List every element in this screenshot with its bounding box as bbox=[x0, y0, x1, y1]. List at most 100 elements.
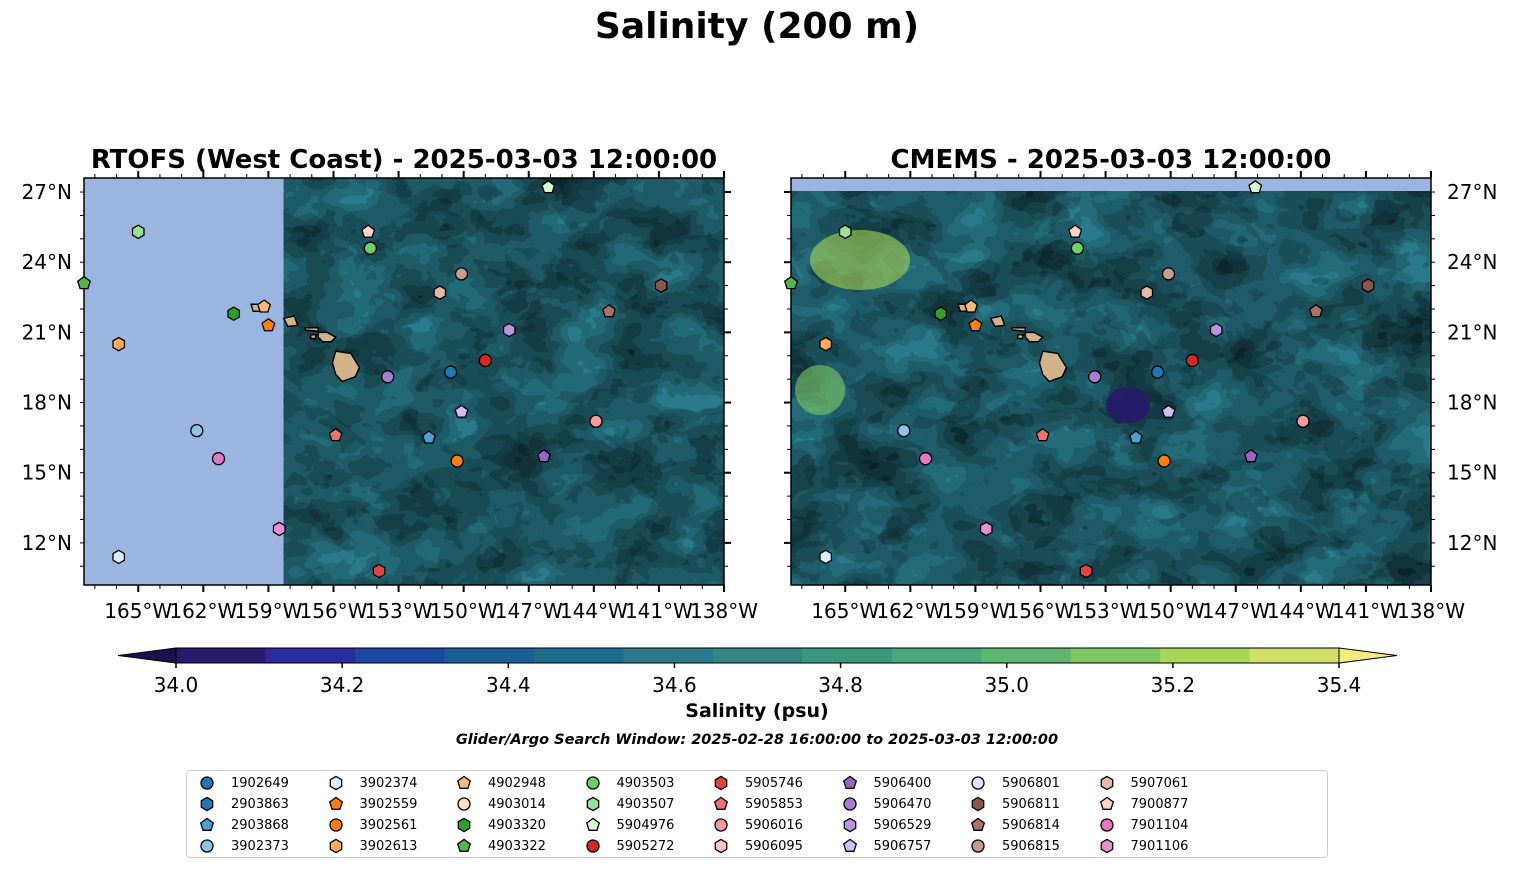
legend-label: 5905853 bbox=[745, 796, 803, 812]
x-tick-label: 165°W bbox=[104, 599, 172, 623]
float-marker-5906811 bbox=[654, 278, 668, 293]
colorbar-tick-label: 35.4 bbox=[1317, 673, 1362, 697]
x-tick-label: 153°W bbox=[365, 599, 433, 623]
legend-label: 5906814 bbox=[1002, 817, 1060, 833]
oahu-island bbox=[989, 315, 1006, 328]
float-marker-5906757 bbox=[454, 404, 469, 418]
x-tick-label: 141°W bbox=[1332, 599, 1400, 623]
legend-label: 5906811 bbox=[1002, 796, 1060, 812]
legend-marker-hexagon bbox=[971, 796, 985, 812]
y-tick-label: 12°N bbox=[22, 531, 72, 555]
legend-marker-icon bbox=[200, 776, 214, 790]
x-tick-label: 162°W bbox=[876, 599, 944, 623]
legend-label: 5906095 bbox=[745, 838, 803, 854]
float-marker-5905853 bbox=[328, 427, 343, 442]
legend-item-5906815: 5906815 bbox=[970, 838, 1060, 854]
x-tick-label: 147°W bbox=[1202, 599, 1270, 623]
x-tick-label: 162°W bbox=[169, 599, 237, 623]
float-marker-5906815 bbox=[454, 267, 469, 281]
colorbar-bin bbox=[981, 648, 1072, 663]
legend-marker-icon bbox=[200, 839, 214, 853]
legend-marker-circle bbox=[200, 839, 214, 853]
colorbar-tick-label: 34.6 bbox=[652, 673, 697, 697]
rtofs-islands bbox=[250, 303, 361, 383]
legend-label: 3902559 bbox=[359, 796, 418, 812]
legend-item-7901106: 7901106 bbox=[1099, 838, 1188, 854]
x-tick-label: 156°W bbox=[1007, 599, 1075, 623]
colorbar: 34.0 34.2 34.4 34.6 34.8 35.0 35.2 35.4 bbox=[117, 647, 1398, 697]
legend-marker-icon bbox=[328, 796, 343, 810]
float-marker-5904976 bbox=[541, 179, 556, 194]
float-marker-5906529 bbox=[502, 322, 516, 338]
y-tick-label: 21°N bbox=[22, 320, 72, 344]
float-marker-1902649 bbox=[1150, 365, 1165, 379]
legend-label: 4903014 bbox=[488, 796, 546, 812]
x-tick-label: 138°W bbox=[1397, 599, 1465, 623]
lanai-island bbox=[309, 333, 318, 340]
legend-marker-icon bbox=[329, 775, 342, 791]
float-marker-5905853 bbox=[1035, 427, 1050, 442]
legend-marker-pentagon bbox=[1099, 796, 1114, 810]
legend-marker-circle bbox=[200, 776, 214, 790]
legend-item-4903507: 4903507 bbox=[585, 796, 674, 812]
rtofs-axes-frame bbox=[83, 177, 725, 586]
hawaii-big-island bbox=[1038, 350, 1068, 383]
cmems-islands bbox=[957, 303, 1068, 383]
legend-marker-hexagon bbox=[714, 838, 728, 854]
legend-label: 5905746 bbox=[745, 775, 803, 791]
colorbar-label: Salinity (psu) bbox=[685, 700, 829, 722]
legend-marker-icon bbox=[971, 839, 985, 853]
land-mask-strip bbox=[791, 178, 1431, 191]
legend-label: 4903503 bbox=[616, 775, 675, 791]
molokai-island bbox=[304, 326, 320, 333]
float-marker-5906815 bbox=[1161, 267, 1176, 281]
legend-label: 5904976 bbox=[616, 817, 675, 833]
float-marker-4903322 bbox=[76, 275, 92, 290]
legend-marker-icon bbox=[713, 796, 729, 810]
legend-marker-circle bbox=[585, 776, 600, 790]
float-marker-3902374 bbox=[112, 549, 126, 565]
legend-marker-hexagon bbox=[843, 817, 856, 833]
float-marker-2903868 bbox=[1128, 430, 1143, 444]
legend-item-5906470: 5906470 bbox=[842, 796, 931, 812]
colorbar-tick-label: 34.2 bbox=[320, 673, 365, 697]
float-marker-5906400 bbox=[1243, 448, 1258, 463]
colorbar-bin bbox=[712, 648, 803, 663]
float-marker-5905272 bbox=[1185, 353, 1200, 368]
x-tick-label: 147°W bbox=[495, 599, 563, 623]
legend-label: 4902948 bbox=[488, 775, 546, 791]
x-tick-label: 144°W bbox=[1267, 599, 1335, 623]
legend-marker-icon bbox=[586, 796, 599, 812]
colorbar-tick-label: 35.2 bbox=[1151, 673, 1196, 697]
float-legend: 1902649 2903863 2903868 3902373 3902374 39025… bbox=[186, 770, 1328, 858]
float-marker-5906811 bbox=[1361, 278, 1375, 293]
legend-item-5906757: 5906757 bbox=[842, 838, 931, 854]
float-marker-5906470 bbox=[381, 370, 395, 384]
legend-label: 4903322 bbox=[488, 838, 546, 854]
legend-label: 5907061 bbox=[1130, 775, 1189, 791]
search-window-caption: Glider/Argo Search Window: 2025-02-28 16… bbox=[455, 732, 1059, 748]
legend-marker-icon bbox=[842, 797, 857, 811]
float-marker-5906757 bbox=[1161, 404, 1176, 418]
float-marker-4903507 bbox=[838, 224, 852, 240]
float-marker-3902559 bbox=[968, 318, 983, 332]
colorbar-bin bbox=[1249, 648, 1340, 663]
cmems-salinity-map bbox=[791, 178, 1431, 585]
float-marker-5906529 bbox=[1209, 322, 1223, 338]
lanai-island bbox=[1016, 333, 1025, 340]
float-marker-4903320 bbox=[227, 306, 241, 322]
maui-island bbox=[317, 331, 337, 343]
legend-marker-hexagon bbox=[329, 775, 342, 791]
legend-marker-circle bbox=[1099, 818, 1114, 832]
legend-marker-icon bbox=[714, 838, 728, 854]
legend-label: 7901104 bbox=[1130, 817, 1189, 833]
colorbar-bin bbox=[891, 648, 982, 663]
legend-item-5906016: 5906016 bbox=[713, 817, 803, 833]
legend-item-4902948: 4902948 bbox=[456, 775, 546, 791]
legend-label: 2903863 bbox=[231, 796, 289, 812]
legend-label: 3902613 bbox=[359, 838, 418, 854]
float-marker-3902613 bbox=[112, 336, 126, 352]
legend-label: 5906016 bbox=[745, 817, 803, 833]
float-marker-5907061 bbox=[1140, 285, 1154, 300]
